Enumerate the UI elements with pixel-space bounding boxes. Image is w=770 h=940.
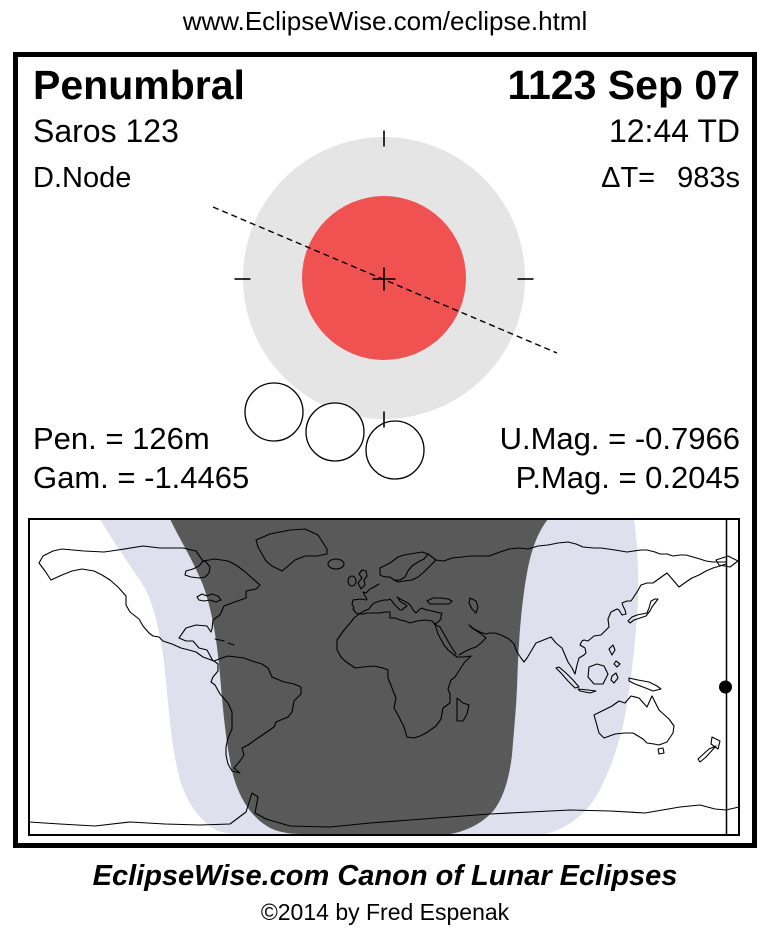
coast-borneo bbox=[587, 663, 609, 685]
delta-t-value: 983s bbox=[677, 162, 740, 194]
umbral-magnitude-value: U.Mag. = -0.7966 bbox=[499, 421, 740, 456]
moon-positions-group bbox=[244, 382, 425, 480]
penumbral-duration-value: Pen. = 126m bbox=[33, 421, 210, 456]
map-border bbox=[28, 518, 740, 836]
moon-position-circle-greatest bbox=[305, 402, 365, 462]
coast-great-lakes bbox=[196, 593, 222, 603]
diagram-frame bbox=[13, 52, 757, 848]
coast-tasmania bbox=[657, 747, 665, 755]
coast-japan bbox=[627, 598, 659, 624]
coast-sumatra bbox=[555, 666, 580, 689]
coastlines-group bbox=[28, 528, 740, 828]
page-url-text: www.EclipseWise.com/eclipse.html bbox=[182, 6, 588, 36]
coast-na-arctic bbox=[42, 545, 204, 562]
eclipse-date-label: 1123 Sep 07 bbox=[507, 62, 740, 108]
coast-hudson-bay bbox=[184, 560, 211, 579]
coast-na-east bbox=[178, 558, 261, 662]
coast-sulawesi bbox=[610, 672, 619, 684]
coast-na-west bbox=[38, 555, 215, 662]
saros-label: Saros 123 bbox=[33, 113, 179, 149]
node-label: D.Node bbox=[33, 162, 132, 194]
coast-black-sea bbox=[426, 597, 453, 605]
coast-iceland bbox=[327, 558, 345, 570]
eclipse-type-label: Penumbral bbox=[33, 62, 245, 108]
coast-australia bbox=[593, 695, 675, 746]
delta-t-prefix: ΔT= bbox=[601, 162, 656, 194]
coast-madagascar bbox=[456, 697, 470, 722]
coast-baltic-south bbox=[393, 559, 437, 583]
moon-zenith-dot bbox=[719, 680, 732, 694]
coast-africa bbox=[336, 611, 472, 739]
ecliptic-dashed-line bbox=[212, 206, 558, 354]
coast-mediterranean-north bbox=[358, 596, 443, 625]
coast-caspian-sea bbox=[468, 597, 479, 614]
visibility-zone-full-dark bbox=[170, 519, 548, 835]
coast-new-guinea bbox=[628, 677, 662, 692]
coast-ireland bbox=[347, 575, 357, 587]
coast-greenland bbox=[255, 528, 328, 572]
eclipse-time-label: 12:44 TD bbox=[608, 113, 740, 149]
penumbral-magnitude-value: P.Mag. = 0.2045 bbox=[515, 460, 740, 495]
delta-t-label: ΔT= 983s bbox=[601, 162, 740, 195]
coast-asia-arctic bbox=[427, 541, 727, 563]
coast-south-america bbox=[210, 655, 302, 774]
shadow-center-cross bbox=[372, 267, 396, 291]
coast-java bbox=[577, 688, 597, 694]
moon-position-circle-p4 bbox=[365, 420, 425, 480]
coast-caribbean bbox=[214, 638, 235, 646]
coast-new-zealand bbox=[697, 736, 721, 763]
coast-uk bbox=[357, 569, 368, 590]
coast-scandinavia bbox=[379, 551, 429, 581]
coast-antarctica bbox=[28, 792, 740, 828]
coast-atlantic-europe bbox=[351, 583, 380, 615]
footer-title: EclipseWise.com Canon of Lunar Eclipses bbox=[92, 860, 678, 892]
visibility-world-map bbox=[28, 518, 740, 836]
eclipse-geometry-diagram bbox=[212, 130, 558, 480]
cardinal-ticks bbox=[234, 130, 534, 428]
coast-asia-south-east bbox=[458, 563, 727, 675]
coast-red-sea-east bbox=[433, 623, 457, 655]
footer-copyright: ©2014 by Fred Espenak bbox=[260, 899, 510, 925]
moon-position-circle-p1 bbox=[244, 382, 304, 442]
gamma-value: Gam. = -1.4465 bbox=[33, 460, 250, 495]
coast-philippines bbox=[608, 644, 621, 668]
